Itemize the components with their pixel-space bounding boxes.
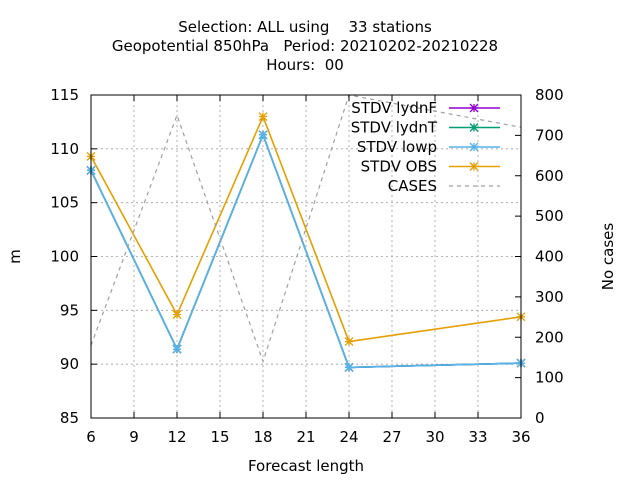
legend-marker <box>469 103 479 113</box>
y2-tick-label: 700 <box>535 126 564 144</box>
y2-axis-label: No cases <box>599 223 617 291</box>
x-tick-label: 15 <box>210 428 229 446</box>
legend-label: STDV OBS <box>361 158 437 176</box>
x-tick-label: 21 <box>296 428 315 446</box>
y2-tick-label: 500 <box>535 207 564 225</box>
chart-title-line: Selection: ALL using 33 stations <box>178 18 432 36</box>
x-tick-label: 24 <box>339 428 358 446</box>
chart-title-line: Geopotential 850hPa Period: 20210202-202… <box>112 37 498 55</box>
data-point <box>344 337 354 347</box>
y2-tick-label: 600 <box>535 167 564 185</box>
y2-tick-label: 800 <box>535 86 564 104</box>
y-tick-label: 115 <box>50 86 79 104</box>
chart-title-line: Hours: 00 <box>266 56 344 74</box>
x-tick-label: 6 <box>86 428 96 446</box>
y-tick-label: 110 <box>50 140 79 158</box>
data-point <box>258 130 268 140</box>
x-tick-label: 36 <box>511 428 530 446</box>
x-tick-label: 33 <box>468 428 487 446</box>
x-axis-label: Forecast length <box>248 457 364 475</box>
data-point <box>172 310 182 320</box>
series-line <box>90 132 522 369</box>
data-point <box>258 112 268 121</box>
grid <box>91 95 521 418</box>
axis-ticks: 6 9 12 15 18 21 24 27 30 33 36 85 90 95 100 105 110 115 0 1… <box>50 86 563 446</box>
y-tick-label: 100 <box>50 248 79 266</box>
y-tick-label: 90 <box>60 355 79 373</box>
y2-tick-label: 100 <box>535 369 564 387</box>
legend-label: STDV lydnF <box>351 99 437 117</box>
y-tick-label: 85 <box>60 409 79 427</box>
legend-marker <box>469 142 479 152</box>
x-tick-label: 30 <box>425 428 444 446</box>
chart-title: Selection: ALL using 33 stationsGeopoten… <box>112 18 498 74</box>
y-tick-label: 105 <box>50 194 79 212</box>
series-cases <box>90 94 522 364</box>
legend-label: STDV lowp <box>357 138 437 156</box>
y2-tick-label: 300 <box>535 288 564 306</box>
legend-marker <box>469 162 479 171</box>
y2-tick-label: 400 <box>535 248 564 266</box>
x-tick-label: 12 <box>167 428 186 446</box>
data-point <box>344 362 354 372</box>
legend-label: CASES <box>388 177 437 195</box>
x-tick-label: 9 <box>129 428 139 446</box>
data-point <box>172 344 182 354</box>
legend-label: STDV lydnT <box>351 119 438 137</box>
x-tick-label: 27 <box>382 428 401 446</box>
x-tick-label: 18 <box>253 428 272 446</box>
y2-tick-label: 0 <box>535 409 545 427</box>
y-axis-label: m <box>6 249 24 264</box>
series-line <box>90 94 522 364</box>
legend-marker <box>469 123 479 132</box>
y2-tick-label: 200 <box>535 328 564 346</box>
y-tick-label: 95 <box>60 301 79 319</box>
